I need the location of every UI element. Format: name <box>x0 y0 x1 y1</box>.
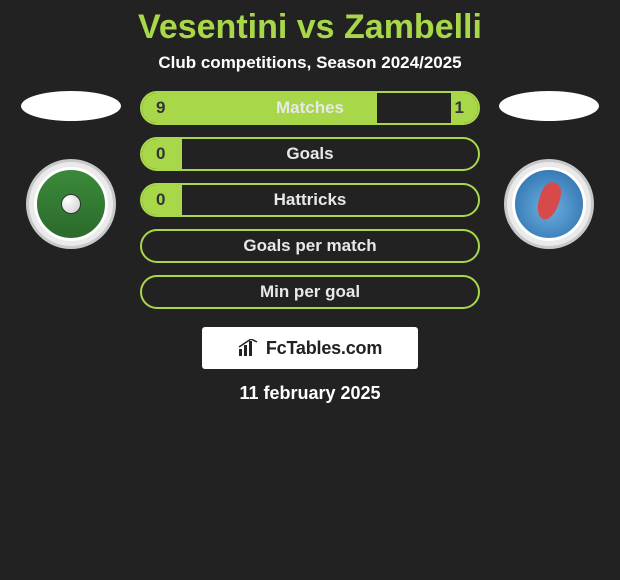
club-badge-right-graphic <box>512 167 586 241</box>
stat-value-left: 9 <box>156 98 165 118</box>
stat-value-left: 0 <box>156 190 165 210</box>
page-title: Vesentini vs Zambelli <box>0 8 620 47</box>
club-badge-left-graphic <box>34 167 108 241</box>
stat-bar-min-per-goal: Min per goal <box>140 275 480 309</box>
stat-value-right: 1 <box>455 98 464 118</box>
player-photo-placeholder-left <box>21 91 121 121</box>
brand-box: FcTables.com <box>202 327 418 369</box>
left-column <box>16 91 126 249</box>
brand-text: FcTables.com <box>266 338 382 359</box>
stat-value-left: 0 <box>156 144 165 164</box>
page-subtitle: Club competitions, Season 2024/2025 <box>0 53 620 73</box>
player-photo-placeholder-right <box>499 91 599 121</box>
stat-bar-hattricks: 0 Hattricks <box>140 183 480 217</box>
stat-label: Min per goal <box>260 282 360 302</box>
stat-bars: 9 Matches 1 0 Goals 0 Hattricks <box>140 91 480 309</box>
stat-label: Hattricks <box>274 190 347 210</box>
infographic-panel: Vesentini vs Zambelli Club competitions,… <box>0 0 620 404</box>
stat-bar-goals: 0 Goals <box>140 137 480 171</box>
club-badge-right <box>504 159 594 249</box>
stat-label: Goals <box>286 144 333 164</box>
club-badge-left <box>26 159 116 249</box>
bar-chart-icon <box>238 339 260 357</box>
right-column <box>494 91 604 249</box>
stat-bar-matches: 9 Matches 1 <box>140 91 480 125</box>
stat-label: Goals per match <box>243 236 376 256</box>
stat-label: Matches <box>276 98 344 118</box>
stat-bar-goals-per-match: Goals per match <box>140 229 480 263</box>
comparison-row: 9 Matches 1 0 Goals 0 Hattricks <box>0 91 620 309</box>
date-text: 11 february 2025 <box>0 383 620 404</box>
